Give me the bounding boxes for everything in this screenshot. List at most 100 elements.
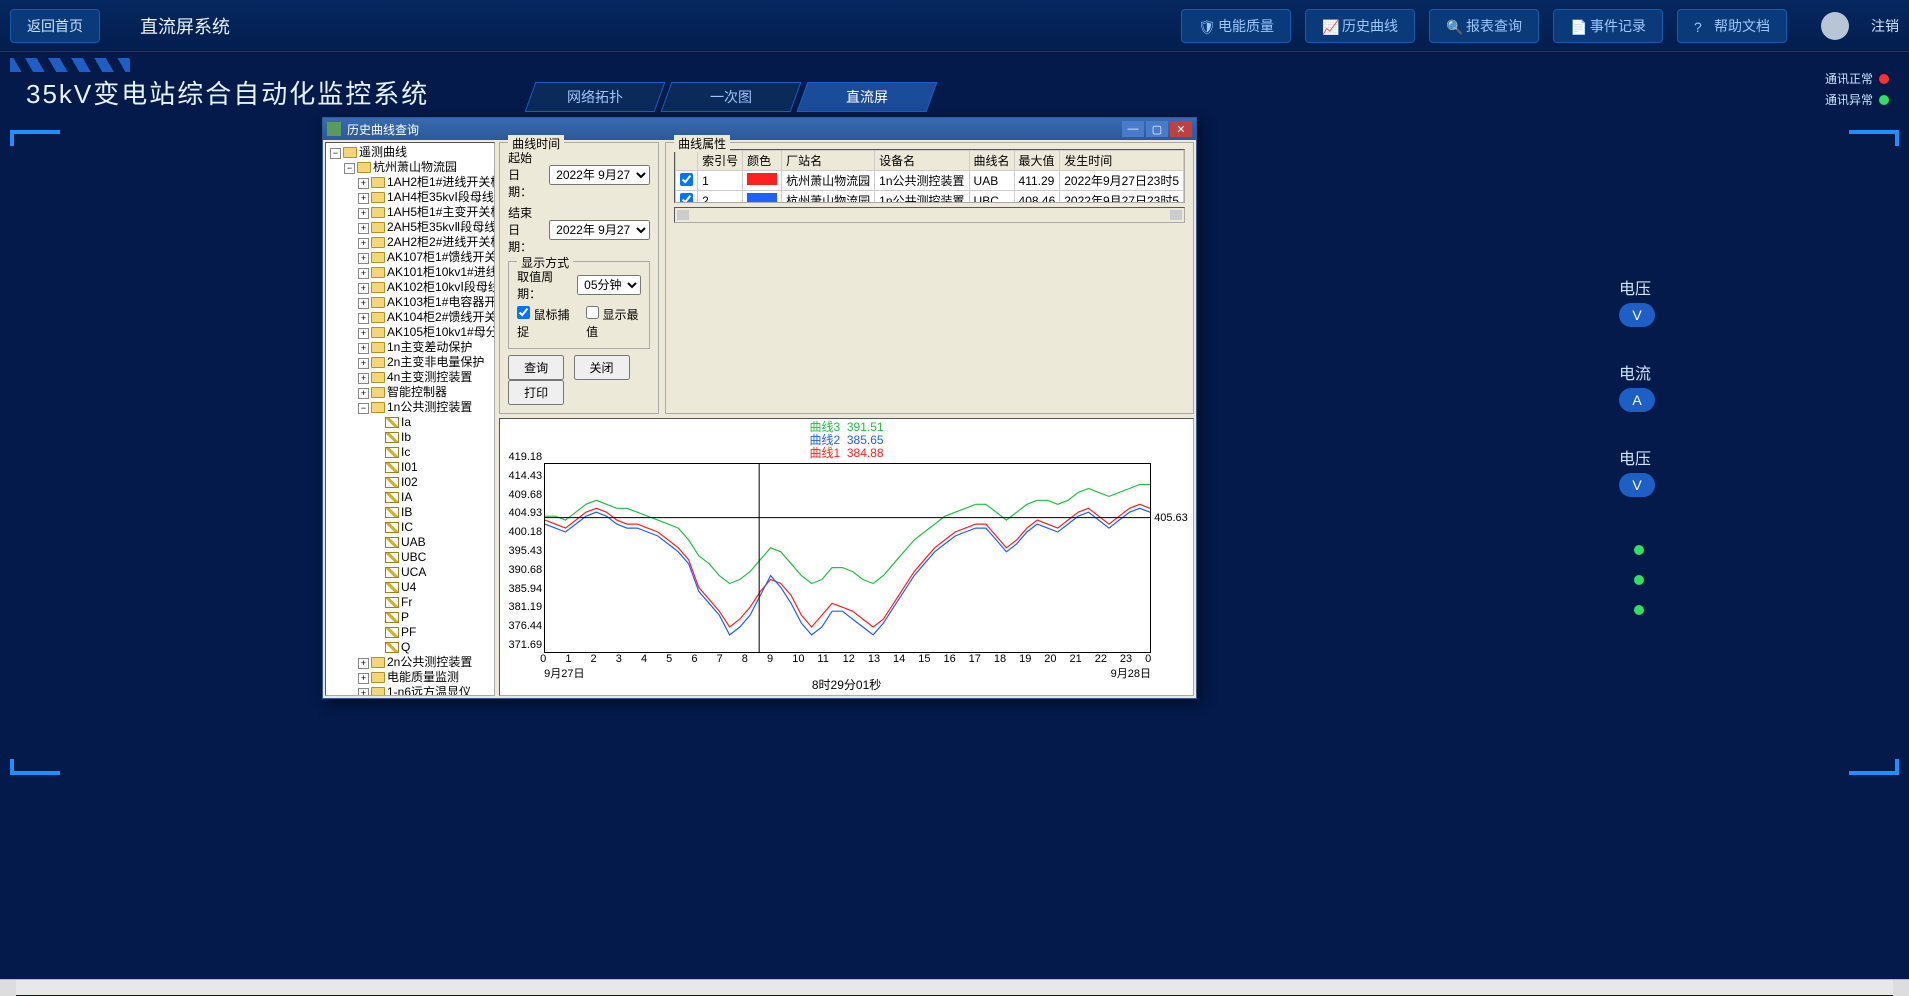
tree-item[interactable]: +1n主变差动保护 xyxy=(358,340,492,355)
period-select[interactable]: 05分钟 xyxy=(577,275,641,295)
tree-channel[interactable]: Q xyxy=(372,640,492,655)
tree-item[interactable]: +2AH5柜35kvⅡ段母线F xyxy=(358,220,492,235)
tree-channel[interactable]: UBC xyxy=(372,550,492,565)
tree-item[interactable]: +1AH4柜35kvⅠ段母线F xyxy=(358,190,492,205)
chart-plot[interactable]: 405.63 xyxy=(544,463,1151,653)
start-date-label: 起始日期： xyxy=(508,149,543,200)
tree-item[interactable]: +4n主变测控装置 xyxy=(358,370,492,385)
x-tick: 8 xyxy=(742,653,748,665)
chart-area[interactable]: 曲线3 391.51曲线2 385.65曲线1 384.88405.639月27… xyxy=(499,418,1194,696)
frame-corner xyxy=(10,759,60,775)
x-tick: 6 xyxy=(691,653,697,665)
x-tick: 0 xyxy=(1145,653,1151,665)
tree-item[interactable]: +2n主变非电量保护 xyxy=(358,355,492,370)
tree-item[interactable]: +1-n6远方温显仪 xyxy=(358,685,492,696)
y-tick: 419.18 xyxy=(502,451,542,463)
view-tab[interactable]: 直流屏 xyxy=(797,82,938,112)
tree-item[interactable]: +2n公共测控装置 xyxy=(358,655,492,670)
x-tick: 17 xyxy=(969,653,981,665)
user-avatar[interactable] xyxy=(1821,12,1849,40)
tree-channel[interactable]: PF xyxy=(372,625,492,640)
header-row: 35kV变电站综合自动化监控系统 网络拓扑一次图直流屏 通讯正常 通讯异常 xyxy=(0,52,1909,122)
tree-pane[interactable]: −遥测曲线−杭州萧山物流园+1AH2柜1#进线开关柜+1AH4柜35kvⅠ段母线… xyxy=(325,142,495,696)
tree-channel[interactable]: U4 xyxy=(372,580,492,595)
dialog-icon xyxy=(327,122,341,136)
tree-item[interactable]: +AK104柜2#馈线开关柜 xyxy=(358,310,492,325)
query-button[interactable]: 查询 xyxy=(508,355,564,380)
subsystem-title: 直流屏系统 xyxy=(140,13,230,39)
tree-channel[interactable]: Ic xyxy=(372,445,492,460)
x-tick: 20 xyxy=(1044,653,1056,665)
tree-channel[interactable]: IA xyxy=(372,490,492,505)
tree-item[interactable]: +AK101柜10kv1#进线柜 xyxy=(358,265,492,280)
tree-channel[interactable]: Fr xyxy=(372,595,492,610)
tree-channel[interactable]: I01 xyxy=(372,460,492,475)
back-home-button[interactable]: 返回首页 xyxy=(10,9,100,43)
attr-row-checkbox[interactable] xyxy=(680,193,693,204)
attr-row[interactable]: 1杭州萧山物流园1n公共测控装置UAB411.292022年9月27日23时5 xyxy=(676,171,1184,191)
tree-channel[interactable]: IC xyxy=(372,520,492,535)
tree-channel[interactable]: UCA xyxy=(372,565,492,580)
attr-hscrollbar[interactable] xyxy=(674,207,1185,223)
tree-item[interactable]: +AK103柜1#电容器开关 xyxy=(358,295,492,310)
nav-label: 电能质量 xyxy=(1218,16,1274,36)
nav-power-quality[interactable]: 🛡电能质量 xyxy=(1181,9,1291,43)
time-groupbox: 曲线时间 起始日期：2022年 9月27 结束日期：2022年 9月27 显示方… xyxy=(499,142,659,414)
attr-row[interactable]: 2杭州萧山物流园1n公共测控装置UBC408.462022年9月27日23时5 xyxy=(676,191,1184,204)
tree-device[interactable]: −1n公共测控装置IaIbIcI01I02IAIBICUABUBCUCAU4Fr… xyxy=(358,400,492,655)
tree-item[interactable]: +AK102柜10kvⅠ段母线 xyxy=(358,280,492,295)
view-tab[interactable]: 网络拓扑 xyxy=(525,82,666,112)
x-tick: 23 xyxy=(1120,653,1132,665)
nav-history-curve[interactable]: 📈历史曲线 xyxy=(1305,9,1415,43)
tree-channel[interactable]: Ib xyxy=(372,430,492,445)
mouse-capture-checkbox[interactable]: 鼠标捕捉 xyxy=(517,306,572,340)
view-tab[interactable]: 一次图 xyxy=(661,82,802,112)
tree-item[interactable]: +AK107柜1#馈线开关柜 xyxy=(358,250,492,265)
page-title: 35kV变电站综合自动化监控系统 xyxy=(26,74,429,111)
tree-channel[interactable]: Ia xyxy=(372,415,492,430)
y-tick: 376.44 xyxy=(502,620,542,632)
tree-site[interactable]: −杭州萧山物流园+1AH2柜1#进线开关柜+1AH4柜35kvⅠ段母线F+1AH… xyxy=(344,160,492,696)
close-button[interactable]: ✕ xyxy=(1170,121,1192,137)
maximize-button[interactable]: ▢ xyxy=(1146,121,1168,137)
print-button[interactable]: 打印 xyxy=(508,380,564,405)
os-horizontal-scrollbar[interactable] xyxy=(0,979,1909,995)
tree-item[interactable]: +智能控制器 xyxy=(358,385,492,400)
close-dialog-button[interactable]: 关闭 xyxy=(574,355,630,380)
y-tick: 390.68 xyxy=(502,564,542,576)
frame-corner xyxy=(1849,759,1899,775)
tree-item[interactable]: +AK105柜10kv1#母分开 xyxy=(358,325,492,340)
logout-link[interactable]: 注销 xyxy=(1871,16,1899,36)
y-tick: 385.94 xyxy=(502,583,542,595)
tree-item[interactable]: +电能质量监测 xyxy=(358,670,492,685)
info-panel: 电压V xyxy=(1619,445,1659,497)
x-date-left: 9月27日 xyxy=(544,665,584,681)
nav-report-query[interactable]: 🔍报表查询 xyxy=(1429,9,1539,43)
dialog-titlebar[interactable]: 历史曲线查询 — ▢ ✕ xyxy=(323,118,1196,140)
tree-item[interactable]: +1AH2柜1#进线开关柜 xyxy=(358,175,492,190)
display-groupbox: 显示方式 取值周期：05分钟 鼠标捕捉 显示最值 xyxy=(508,261,650,349)
tree-channel[interactable]: I02 xyxy=(372,475,492,490)
x-tick: 21 xyxy=(1070,653,1082,665)
nav-event-log[interactable]: 📄事件记录 xyxy=(1553,9,1663,43)
tree-item[interactable]: +1AH5柜1#主变开关柜 xyxy=(358,205,492,220)
tree-channel[interactable]: P xyxy=(372,610,492,625)
show-max-checkbox[interactable]: 显示最值 xyxy=(586,306,641,340)
start-date-select[interactable]: 2022年 9月27 xyxy=(549,165,650,185)
tree-item[interactable]: +2AH2柜2#进线开关柜 xyxy=(358,235,492,250)
help-icon: ? xyxy=(1694,19,1708,33)
attr-table-scroll[interactable]: 索引号颜色厂站名设备名曲线名最大值发生时间1杭州萧山物流园1n公共测控装置UAB… xyxy=(674,149,1185,203)
decor-hatch xyxy=(10,58,130,72)
x-tick: 7 xyxy=(717,653,723,665)
nav-label: 事件记录 xyxy=(1590,16,1646,36)
cursor-y-label: 405.63 xyxy=(1154,512,1188,524)
y-tick: 400.18 xyxy=(502,526,542,538)
info-unit: A xyxy=(1619,388,1655,412)
end-date-select[interactable]: 2022年 9月27 xyxy=(549,220,650,240)
attr-row-checkbox[interactable] xyxy=(680,173,693,186)
minimize-button[interactable]: — xyxy=(1122,121,1144,137)
tree-channel[interactable]: IB xyxy=(372,505,492,520)
tree-root[interactable]: −遥测曲线−杭州萧山物流园+1AH2柜1#进线开关柜+1AH4柜35kvⅠ段母线… xyxy=(330,145,492,696)
tree-channel[interactable]: UAB xyxy=(372,535,492,550)
nav-help-doc[interactable]: ?帮助文档 xyxy=(1677,9,1787,43)
